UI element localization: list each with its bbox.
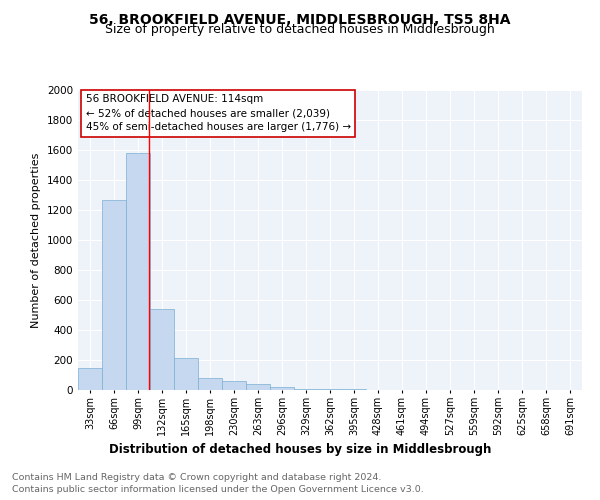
Bar <box>126 153 150 390</box>
Bar <box>342 389 366 390</box>
Y-axis label: Number of detached properties: Number of detached properties <box>31 152 41 328</box>
Bar <box>318 389 342 390</box>
Bar <box>78 368 102 390</box>
Text: Contains public sector information licensed under the Open Government Licence v3: Contains public sector information licen… <box>12 485 424 494</box>
Bar <box>174 358 198 390</box>
Bar <box>270 387 294 390</box>
Bar <box>102 200 126 390</box>
Text: 56 BROOKFIELD AVENUE: 114sqm
← 52% of detached houses are smaller (2,039)
45% of: 56 BROOKFIELD AVENUE: 114sqm ← 52% of de… <box>86 94 350 132</box>
Bar <box>150 309 174 390</box>
Text: Size of property relative to detached houses in Middlesbrough: Size of property relative to detached ho… <box>105 22 495 36</box>
Bar <box>294 389 318 390</box>
Bar <box>222 381 246 390</box>
Bar <box>198 378 222 390</box>
Text: Distribution of detached houses by size in Middlesbrough: Distribution of detached houses by size … <box>109 442 491 456</box>
Text: 56, BROOKFIELD AVENUE, MIDDLESBROUGH, TS5 8HA: 56, BROOKFIELD AVENUE, MIDDLESBROUGH, TS… <box>89 12 511 26</box>
Text: Contains HM Land Registry data © Crown copyright and database right 2024.: Contains HM Land Registry data © Crown c… <box>12 472 382 482</box>
Bar <box>246 384 270 390</box>
